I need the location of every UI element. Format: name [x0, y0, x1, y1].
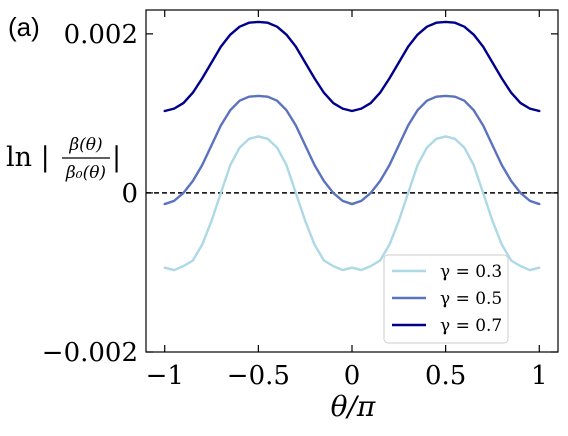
x-tick-label: −1 — [146, 361, 184, 391]
y-axis-label-suffix: | — [112, 142, 121, 173]
legend: γ = 0.3 γ = 0.5 γ = 0.7 — [383, 254, 509, 344]
y-tick-label: −0.002 — [42, 338, 138, 368]
y-tick-label: 0.002 — [64, 20, 138, 50]
plot-area: −1 −0.5 0 0.5 1 −0.002 0 0.002 — [42, 9, 559, 391]
y-axis-label-denominator: β₀(θ) — [65, 163, 106, 183]
legend-label-3: γ = 0.7 — [440, 316, 502, 336]
legend-box — [383, 254, 509, 344]
series-line-1 — [163, 135, 541, 272]
y-axis-label: ln | β(θ) β₀(θ) | — [6, 135, 121, 183]
series-line-3 — [163, 20, 541, 113]
y-axis-label-numerator: β(θ) — [68, 135, 102, 155]
series-line-2 — [163, 94, 541, 206]
x-tick-label: 0.5 — [425, 361, 466, 391]
x-tick-label: −0.5 — [227, 361, 290, 391]
x-tick-label: 1 — [531, 361, 548, 391]
legend-label-1: γ = 0.3 — [440, 262, 502, 282]
x-tick-label: 0 — [344, 361, 361, 391]
panel-label: (a) — [8, 12, 40, 42]
x-axis-label: θ/π — [331, 390, 376, 423]
y-tick-label: 0 — [121, 179, 138, 209]
y-axis-label-prefix: ln | — [6, 142, 50, 173]
legend-label-2: γ = 0.5 — [440, 289, 502, 309]
